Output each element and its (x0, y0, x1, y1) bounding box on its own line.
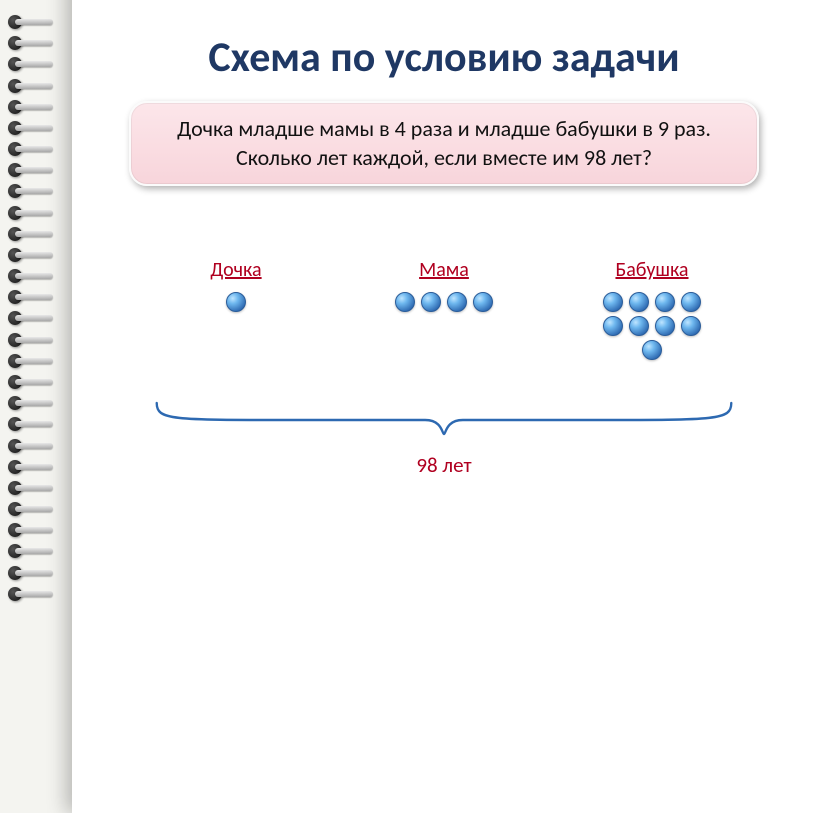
unit-dot (395, 292, 415, 312)
unit-dot (655, 292, 675, 312)
dot-row (603, 292, 701, 312)
dot-grid (226, 292, 246, 312)
spiral-ring (8, 246, 60, 261)
group-label: Дочка (210, 258, 261, 282)
slide-content: Схема по условию задачи Дочка младше мам… (72, 0, 816, 613)
spiral-ring (8, 182, 60, 197)
spiral-ring (8, 267, 60, 282)
spiral-binding (8, 0, 68, 613)
spiral-ring (8, 204, 60, 219)
spiral-ring (8, 415, 60, 430)
spiral-ring (8, 373, 60, 388)
dot-grid (395, 292, 493, 312)
spiral-ring (8, 225, 60, 240)
dot-row (226, 292, 246, 312)
group-label: Бабушка (615, 258, 688, 282)
spiral-ring (8, 161, 60, 176)
spiral-ring (8, 331, 60, 346)
spiral-ring (8, 394, 60, 409)
spiral-ring (8, 77, 60, 92)
spiral-ring (8, 352, 60, 367)
unit-groups: Дочка Мама Бабушка (112, 258, 776, 360)
unit-dot (473, 292, 493, 312)
spiral-ring (8, 585, 60, 600)
spiral-ring (8, 13, 60, 28)
unit-group: Мама (369, 258, 519, 360)
spiral-ring (8, 521, 60, 536)
unit-dot (226, 292, 246, 312)
spiral-ring (8, 564, 60, 579)
spiral-ring (8, 437, 60, 452)
unit-group: Дочка (161, 258, 311, 360)
unit-dot (629, 316, 649, 336)
unit-group: Бабушка (577, 258, 727, 360)
page-title: Схема по условию задачи (112, 32, 776, 83)
unit-dot (629, 292, 649, 312)
spiral-ring (8, 309, 60, 324)
unit-dot (681, 316, 701, 336)
group-label: Мама (419, 258, 469, 282)
problem-statement: Дочка младше мамы в 4 раза и младше бабу… (129, 101, 759, 186)
unit-dot (447, 292, 467, 312)
unit-dot (603, 316, 623, 336)
spiral-ring (8, 140, 60, 155)
spiral-ring (8, 34, 60, 49)
unit-dot (655, 316, 675, 336)
spiral-ring (8, 542, 60, 557)
dot-row (395, 292, 493, 312)
spiral-ring (8, 55, 60, 70)
spiral-ring (8, 288, 60, 303)
curly-brace (112, 398, 776, 448)
unit-dot (681, 292, 701, 312)
unit-dot (421, 292, 441, 312)
spiral-ring (8, 119, 60, 134)
dot-grid (603, 292, 701, 360)
spiral-ring (8, 500, 60, 515)
unit-dot (642, 340, 662, 360)
problem-line-2: Сколько лет каждой, если вместе им 98 ле… (151, 144, 737, 173)
spiral-ring (8, 98, 60, 113)
total-label: 98 лет (112, 452, 776, 478)
spiral-ring (8, 458, 60, 473)
spiral-ring (8, 479, 60, 494)
problem-line-1: Дочка младше мамы в 4 раза и младше бабу… (151, 115, 737, 144)
dot-row (642, 340, 662, 360)
unit-dot (603, 292, 623, 312)
dot-row (603, 316, 701, 336)
